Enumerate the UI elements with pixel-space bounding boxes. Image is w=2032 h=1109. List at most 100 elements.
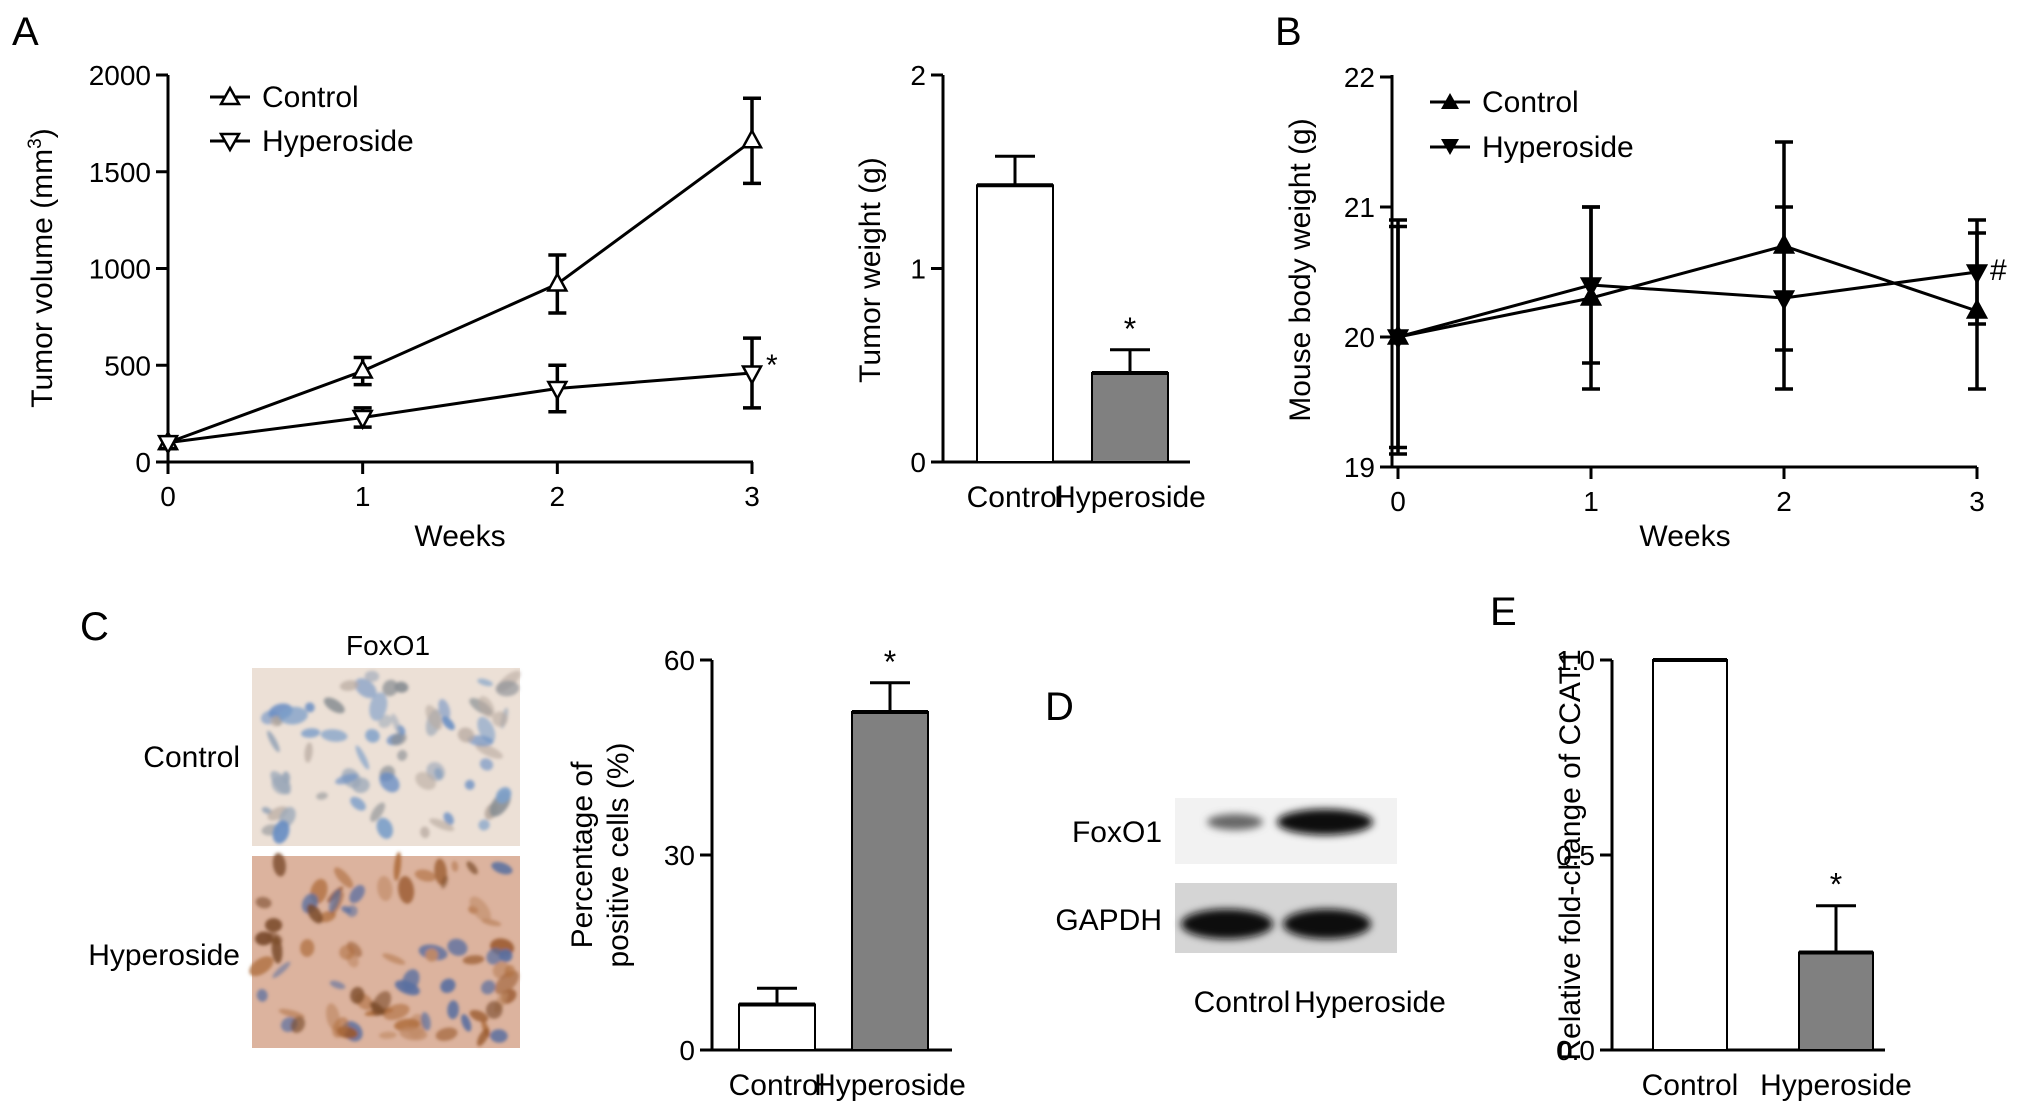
ihc-title: FoxO1	[346, 630, 430, 661]
y-tick-label: 1500	[89, 157, 151, 188]
x-tick-label: 2	[1776, 486, 1792, 517]
y-axis-label: Mouse body weight (g)	[1284, 118, 1317, 422]
ihc-nucleus	[347, 941, 362, 958]
data-point-hyperoside	[351, 409, 374, 431]
y-tick-label: 22	[1344, 62, 1375, 93]
ihc-nucleus	[479, 758, 494, 771]
y-axis-label-line-2: positive cells (%)	[602, 742, 635, 967]
category-label-control: Control	[1642, 1069, 1739, 1102]
ihc-image-hyperoside	[249, 851, 520, 1048]
ihc-nucleus	[466, 861, 478, 875]
x-ticks: 0 1 2 3	[1390, 467, 1985, 517]
ihc-nucleus	[376, 817, 393, 839]
ihc-nucleus	[369, 692, 388, 721]
y-tick-label: 2	[910, 60, 926, 91]
y-tick-label: 30	[664, 840, 695, 871]
category-label-control: Control	[729, 1069, 826, 1102]
ihc-nucleus	[305, 702, 315, 713]
legend-label-control: Control	[1482, 86, 1579, 119]
ihc-nucleus	[278, 1008, 305, 1019]
significance-marker: *	[766, 349, 778, 382]
blot-lane-label-hyperoside: Hyperoside	[1294, 986, 1446, 1019]
series-line-hyperoside	[167, 371, 753, 445]
band-foxo1-control	[1207, 814, 1263, 830]
data-point-hyperoside	[1772, 290, 1796, 311]
ihc-nucleus	[272, 961, 291, 979]
ihc-nucleus	[464, 779, 475, 790]
ihc-nucleus	[261, 807, 272, 815]
ihc-nucleus	[316, 792, 328, 800]
panel-letter-a: A	[12, 10, 39, 54]
ihc-nucleus	[390, 732, 407, 746]
bar-hyperoside	[851, 711, 929, 1051]
legend-label-control: Control	[262, 81, 359, 114]
plot-area	[1386, 140, 1989, 456]
bar-control	[738, 1003, 816, 1051]
ihc-nucleus	[393, 851, 402, 881]
y-tick-label: 0	[135, 447, 151, 478]
legend: Control Hyperoside	[1430, 86, 1634, 164]
ihc-nucleus	[349, 885, 365, 904]
y-tick-label: 0.0	[1556, 1035, 1595, 1066]
ihc-nucleus	[438, 698, 451, 720]
ihc-nucleus	[272, 852, 286, 877]
series-line-control	[1397, 244, 1978, 339]
ihc-nucleus	[478, 696, 495, 718]
ihc-nucleus	[270, 771, 291, 795]
ihc-nucleus	[397, 749, 408, 761]
ihc-nucleus	[492, 711, 508, 727]
ihc-nucleus	[290, 1016, 306, 1033]
ihc-nucleus	[335, 773, 359, 785]
ihc-nucleus	[256, 989, 268, 1002]
ihc-nucleus	[304, 742, 313, 763]
ihc-nucleus	[429, 818, 455, 831]
ihc-nucleus	[332, 1017, 349, 1038]
ihc-nucleus	[394, 681, 409, 693]
ihc-nucleus	[339, 680, 359, 691]
ihc-nucleus	[320, 729, 348, 742]
data-point-hyperoside	[156, 434, 180, 456]
ihc-nucleus	[328, 889, 341, 913]
ihc-nucleus	[414, 869, 437, 882]
y-tick-label: 21	[1344, 192, 1375, 223]
y-tick-label: 60	[664, 645, 695, 676]
ihc-nucleus	[475, 743, 503, 759]
series-line-control	[167, 139, 753, 445]
ihc-nucleus	[399, 1026, 428, 1041]
series-line-hyperoside	[1397, 270, 1978, 339]
x-tick-label: 0	[160, 481, 176, 512]
ihc-nucleus	[478, 819, 490, 831]
ihc-nucleus	[420, 826, 430, 839]
ihc-nucleus	[440, 875, 449, 889]
ihc-nucleus	[378, 1031, 397, 1039]
ihc-nucleus	[461, 1014, 472, 1032]
y-axis-label-tail: )	[26, 128, 59, 138]
ihc-nucleus	[425, 948, 439, 962]
y-tick-label: 1	[910, 254, 926, 285]
y-tick-label: 0	[910, 447, 926, 478]
ihc-nucleus	[379, 772, 400, 793]
ihc-nucleus	[370, 802, 386, 822]
ihc-nucleus	[402, 969, 420, 992]
ihc-nucleus	[255, 931, 273, 946]
ihc-nucleus	[306, 904, 323, 924]
ihc-nucleus	[377, 875, 393, 902]
panel-letter-b: B	[1275, 10, 1302, 54]
ihc-nucleus	[249, 956, 274, 977]
y-axis-label-main: Tumor volume (mm	[26, 149, 59, 408]
legend-marker-hyperoside	[218, 132, 242, 153]
y-ticks: 0 500 1000 1500 2000	[89, 60, 168, 478]
x-axis-label: Weeks	[414, 520, 505, 553]
data-point-control	[546, 271, 569, 292]
ihc-nucleus	[469, 1009, 489, 1023]
chart-mouse-body-weight: 19 20 21 22 0 1 2 3 Weeks Mouse body weight (g…	[1284, 62, 2007, 553]
ihc-nucleus	[265, 918, 283, 933]
y-axis-label: Percentage of positive cells (%)	[566, 742, 635, 967]
ihc-nucleus	[391, 713, 401, 735]
ihc-nucleus	[350, 796, 366, 811]
blot-strip-gapdh	[1175, 883, 1397, 953]
ihc-nucleus	[494, 970, 519, 995]
panel-letter-d: D	[1045, 685, 1074, 729]
